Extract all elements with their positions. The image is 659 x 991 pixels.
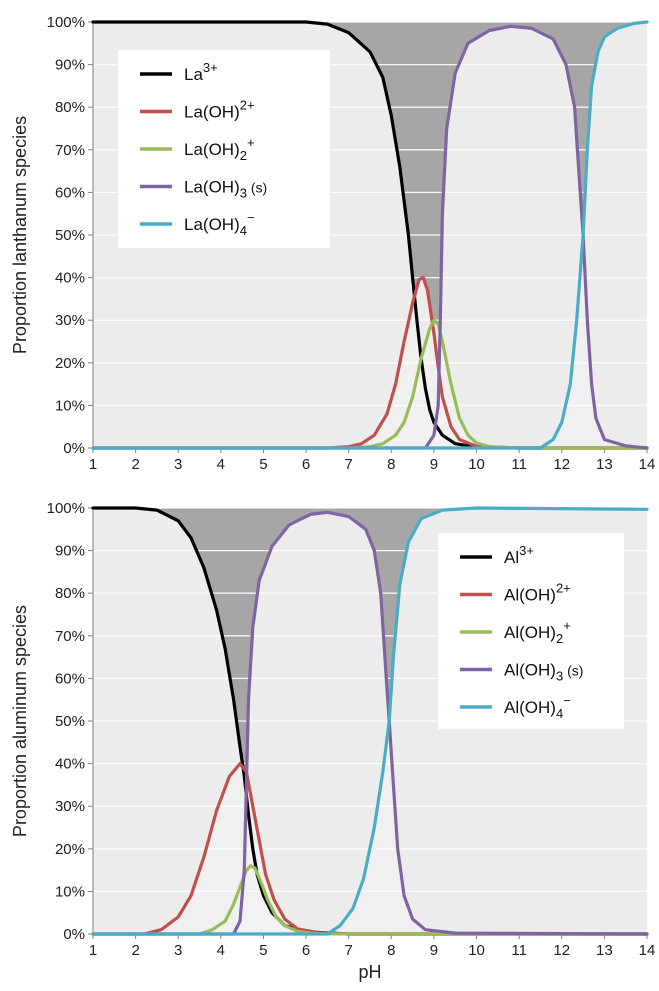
y-axis-title: Proportion aluminum species [10, 605, 30, 837]
series-line-5 [91, 20, 649, 450]
x-tick-label: 3 [174, 456, 182, 473]
x-tick-label: 14 [639, 942, 656, 959]
series-fill-4 [93, 512, 647, 934]
x-tick-label: 4 [217, 456, 225, 473]
x-tick-label: 6 [302, 942, 310, 959]
y-tick-label: 100% [47, 14, 85, 31]
y-tick-label: 0% [63, 926, 85, 943]
x-tick-label: 14 [639, 456, 656, 473]
x-tick-label: 5 [259, 942, 267, 959]
legend-label: Al(OH)2+ [504, 581, 571, 605]
series-line-4 [91, 510, 649, 936]
y-tick-label: 90% [55, 543, 85, 560]
chart-panel-1: 1 2 3 4 5 6 7 8 9 10 11 12 13 140%10%20%30%40%50%60%7… [10, 14, 655, 473]
y-tick-label: 80% [55, 99, 85, 116]
x-tick-label: 10 [468, 456, 485, 473]
legend-label: Al3+ [504, 543, 534, 567]
y-tick-label: 0% [63, 440, 85, 457]
y-tick-label: 30% [55, 798, 85, 815]
x-tick-label: 6 [302, 456, 310, 473]
x-tick-label: 7 [345, 456, 353, 473]
y-tick-label: 20% [55, 355, 85, 372]
y-tick-label: 50% [55, 227, 85, 244]
x-tick-label: 5 [259, 456, 267, 473]
x-tick-label: 8 [387, 456, 395, 473]
x-tick-label: 11 [511, 456, 527, 473]
legend: Al3+ Al(OH)2+ Al(OH)2+ Al(OH)3 (s) Al(OH)4− [438, 533, 624, 729]
legend-label: La3+ [184, 60, 218, 84]
envelope-shading [93, 508, 647, 772]
legend-label: Al(OH)2+ [504, 618, 571, 646]
y-tick-label: 10% [55, 883, 85, 900]
y-tick-label: 30% [55, 312, 85, 329]
envelope-shading [93, 22, 647, 326]
y-tick-label: 50% [55, 713, 85, 730]
y-tick-label: 90% [55, 57, 85, 74]
x-tick-label: 12 [553, 942, 570, 959]
y-tick-label: 60% [55, 184, 85, 201]
x-tick-label: 9 [430, 456, 438, 473]
x-tick-label: 9 [430, 942, 438, 959]
x-tick-label: 1 [89, 942, 97, 959]
series-fill-3 [93, 865, 647, 934]
series-line-5 [91, 506, 649, 936]
y-tick-label: 40% [55, 270, 85, 287]
chart-panel-2: 1 2 3 4 5 6 7 8 9 10 11 12 13 140%10%20%30%40%50%60%7… [10, 500, 655, 982]
series-line-2 [91, 276, 649, 450]
y-tick-label: 70% [55, 142, 85, 159]
y-tick-label: 60% [55, 670, 85, 687]
y-axis-title: Proportion lanthanum species [10, 116, 30, 354]
series-line-3 [91, 318, 649, 450]
x-tick-label: 3 [174, 942, 182, 959]
y-tick-label: 100% [47, 500, 85, 517]
legend-label: La(OH)3 (s) [184, 178, 267, 201]
x-tick-label: 1 [89, 456, 97, 473]
series-line-3 [91, 864, 649, 936]
x-tick-label: 2 [131, 456, 139, 473]
legend-label: La(OH)4− [184, 210, 255, 238]
legend-label: Al(OH)3 (s) [504, 661, 583, 684]
y-tick-label: 80% [55, 585, 85, 602]
x-tick-label: 13 [596, 942, 613, 959]
x-tick-label: 4 [217, 942, 225, 959]
series-line-4 [91, 24, 649, 450]
y-tick-label: 70% [55, 628, 85, 645]
legend-label: Al(OH)4− [504, 693, 571, 721]
y-tick-label: 40% [55, 756, 85, 773]
x-axis-title: pH [358, 962, 381, 982]
x-tick-label: 2 [131, 942, 139, 959]
y-tick-label: 10% [55, 397, 85, 414]
x-tick-label: 10 [468, 942, 485, 959]
x-tick-label: 12 [553, 456, 570, 473]
legend: La3+ La(OH)2+ La(OH)2+ La(OH)3 (s) La(OH)4− [118, 50, 330, 248]
x-tick-label: 11 [511, 942, 527, 959]
y-tick-label: 20% [55, 841, 85, 858]
legend-label: La(OH)2+ [184, 135, 255, 163]
x-tick-label: 13 [596, 456, 613, 473]
x-tick-label: 7 [345, 942, 353, 959]
series-fill-4 [93, 26, 647, 449]
x-tick-label: 8 [387, 942, 395, 959]
legend-label: La(OH)2+ [184, 98, 255, 122]
